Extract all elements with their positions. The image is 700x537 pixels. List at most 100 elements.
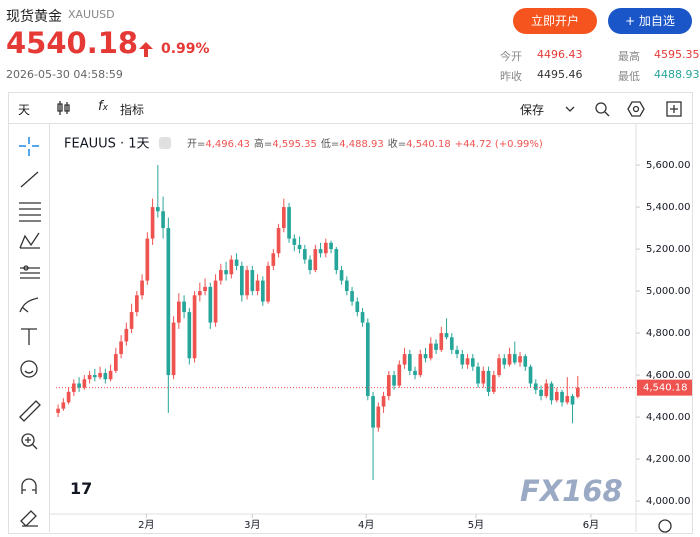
candle-body xyxy=(575,387,580,397)
candle-body xyxy=(276,228,281,254)
indicators-button[interactable]: 指标 xyxy=(120,103,145,117)
stat-label: 昨收 xyxy=(500,70,522,83)
candle-body xyxy=(497,358,501,376)
candle-body xyxy=(481,370,486,384)
stat-value: 4495.46 xyxy=(537,68,583,81)
candle-body xyxy=(539,389,543,397)
chart-style-button[interactable] xyxy=(56,99,72,117)
candle-body xyxy=(129,312,134,329)
candle-body xyxy=(61,402,66,409)
candle-body xyxy=(449,337,454,350)
time: 2026-05-30 04:58:59 xyxy=(6,68,123,81)
y-tick-label: 4,600.00 xyxy=(646,370,691,381)
stat-value: 4595.35 xyxy=(654,48,700,61)
candle-body xyxy=(554,391,559,401)
code: XAUUSD xyxy=(68,8,115,21)
stat-value: 4496.43 xyxy=(537,48,583,61)
settings-button[interactable] xyxy=(658,519,672,533)
candle-body xyxy=(250,270,255,292)
candle-body xyxy=(350,291,354,302)
candle-body xyxy=(507,354,512,365)
legend-label: 开= xyxy=(187,139,205,150)
fx-icon: fx xyxy=(98,99,108,114)
candle-body xyxy=(297,244,302,250)
candle-body xyxy=(486,370,491,392)
candle-body xyxy=(187,312,192,359)
candle-body xyxy=(171,322,176,376)
candle-body xyxy=(98,372,102,378)
y-tick-label: 5,000.00 xyxy=(646,286,691,297)
stat-label: 最高 xyxy=(618,50,640,63)
candle-body xyxy=(72,383,76,392)
candle-body xyxy=(418,354,423,376)
legend-label: 高= xyxy=(254,137,272,150)
candle-body xyxy=(203,286,207,292)
candle-body xyxy=(329,242,333,250)
stat-value: 4488.93 xyxy=(654,68,700,81)
candle-body xyxy=(323,242,328,254)
candle-body xyxy=(444,333,449,338)
candle-body xyxy=(465,358,470,365)
toolbar xyxy=(9,93,692,124)
up-arrow xyxy=(139,42,153,57)
candle-body xyxy=(281,207,286,229)
candle-body xyxy=(518,356,522,363)
symbol: FEAUUS · 1天 xyxy=(64,137,150,152)
candle-body xyxy=(239,265,244,296)
candle-body xyxy=(145,238,150,281)
candle-body xyxy=(287,207,291,239)
toolbar-icons xyxy=(565,101,682,117)
candle-body xyxy=(371,396,375,428)
candle-body xyxy=(271,253,276,266)
candle-body xyxy=(413,370,417,376)
candle-body xyxy=(234,259,239,266)
candle-body xyxy=(213,280,218,323)
interval-button[interactable]: 天 xyxy=(18,103,31,117)
candle-body xyxy=(82,379,87,388)
candle-body xyxy=(140,280,144,296)
candle-body xyxy=(397,364,402,386)
candle-body xyxy=(460,354,465,365)
candle-body xyxy=(66,391,71,403)
candle-body xyxy=(255,280,260,292)
drawing-toolbar xyxy=(9,124,50,532)
price-label-box xyxy=(637,379,692,396)
x-tick-label: 6月 xyxy=(583,519,599,531)
legend-label: 低= xyxy=(321,137,339,150)
chart-frame xyxy=(8,92,693,534)
legend-value: 4,595.35 xyxy=(272,139,317,150)
candle-body xyxy=(381,396,386,407)
drawing-tools[interactable] xyxy=(18,135,44,530)
change: 0.99% xyxy=(161,41,210,57)
candle-body xyxy=(56,408,60,413)
open-account-button[interactable]: 立即开户 xyxy=(513,8,597,34)
candle-body xyxy=(455,349,459,355)
candle-body xyxy=(549,383,554,401)
candle-body xyxy=(560,391,564,403)
collapse-button[interactable] xyxy=(159,137,171,149)
y-tick-label: 4,400.00 xyxy=(646,412,691,423)
candle-body xyxy=(135,295,139,313)
candle-body xyxy=(392,375,396,386)
x-tick-label: 5月 xyxy=(468,519,484,531)
add-watch-button[interactable]: + 加自选 xyxy=(608,8,692,34)
candle-body xyxy=(339,270,344,281)
candle-body xyxy=(502,358,507,365)
legend-value: 4,488.93 xyxy=(339,139,384,150)
candle-body xyxy=(192,295,197,359)
candle-body xyxy=(428,343,433,359)
y-tick-label: 4,000.00 xyxy=(646,496,691,507)
candle-body xyxy=(355,301,360,313)
candle-body xyxy=(365,322,370,397)
x-tick-label: 2月 xyxy=(138,519,154,531)
tv-logo: 17 xyxy=(70,479,92,498)
candle-body xyxy=(386,375,391,397)
candle-body xyxy=(155,207,160,212)
save-button[interactable]: 保存 xyxy=(520,103,545,117)
stat-label: 今开 xyxy=(500,50,522,63)
candle-body xyxy=(407,354,412,371)
candle-body xyxy=(302,249,307,260)
candle-body xyxy=(528,366,533,384)
candle-body xyxy=(197,291,202,296)
